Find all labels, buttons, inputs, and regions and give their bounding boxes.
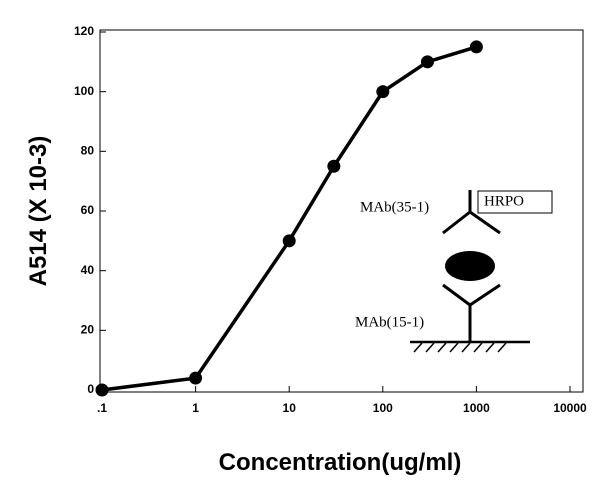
y-tick-label: 80 (81, 144, 95, 158)
plot-frame (99, 29, 584, 393)
y-tick-label: 100 (74, 84, 94, 98)
annotation: MAb(35-1) (360, 199, 429, 215)
y-axis-label: A514 (X 10-3) (25, 136, 52, 287)
data-point (282, 234, 296, 248)
data-point (420, 55, 434, 69)
y-tick-label: 0 (87, 382, 94, 396)
y-tick-label: 120 (74, 24, 94, 38)
x-tick-label: .1 (97, 401, 107, 415)
x-tick-label: 1 (192, 401, 199, 415)
x-tick-label: 10 (283, 401, 297, 415)
y-tick-label: 60 (81, 203, 95, 217)
annotation: MAb(15-1) (355, 314, 424, 330)
data-point (376, 85, 390, 99)
data-point (327, 159, 341, 173)
x-axis-label: Concentration(ug/ml) (219, 449, 462, 476)
assay-diagram (410, 190, 553, 353)
y-tick-label: 20 (81, 323, 95, 337)
x-tick-label: 1000 (463, 401, 490, 415)
annotation: HRPO (484, 193, 524, 209)
data-point (469, 40, 483, 54)
data-line (101, 45, 477, 392)
x-tick-label: 10000 (553, 401, 587, 415)
data-point (189, 371, 203, 385)
data-point (95, 383, 109, 397)
y-tick-label: 40 (81, 263, 95, 277)
x-tick-label: 100 (373, 401, 393, 415)
